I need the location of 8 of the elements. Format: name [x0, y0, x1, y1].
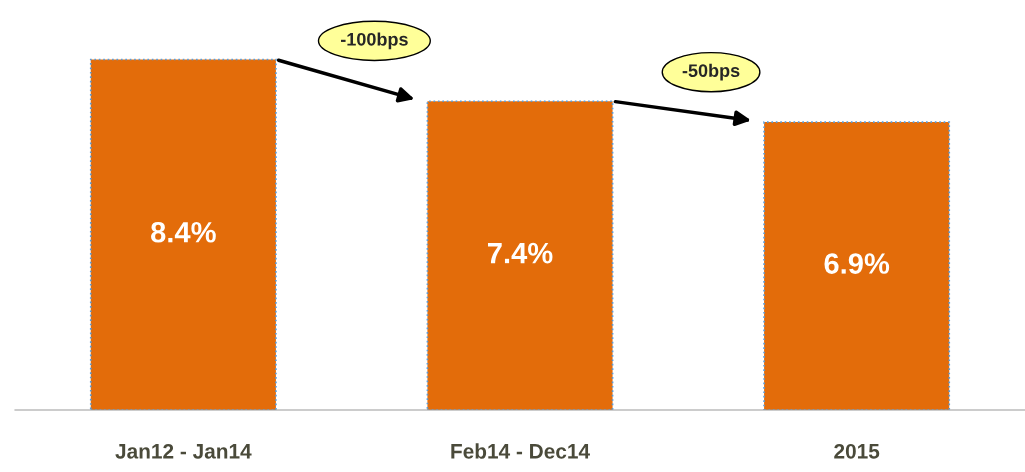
data-label: 7.4%	[488, 242, 553, 264]
data-label: 6.9%	[824, 253, 890, 274]
x-tick-label: 2015	[834, 443, 880, 459]
x-tick-label: Feb14 - Dec14	[451, 443, 590, 459]
x-tick-label: Jan12 - Jan14	[115, 443, 252, 459]
data-label: 8.4%	[151, 221, 216, 243]
text: -100bps	[340, 32, 408, 50]
annotation: -50bps	[682, 63, 740, 81]
